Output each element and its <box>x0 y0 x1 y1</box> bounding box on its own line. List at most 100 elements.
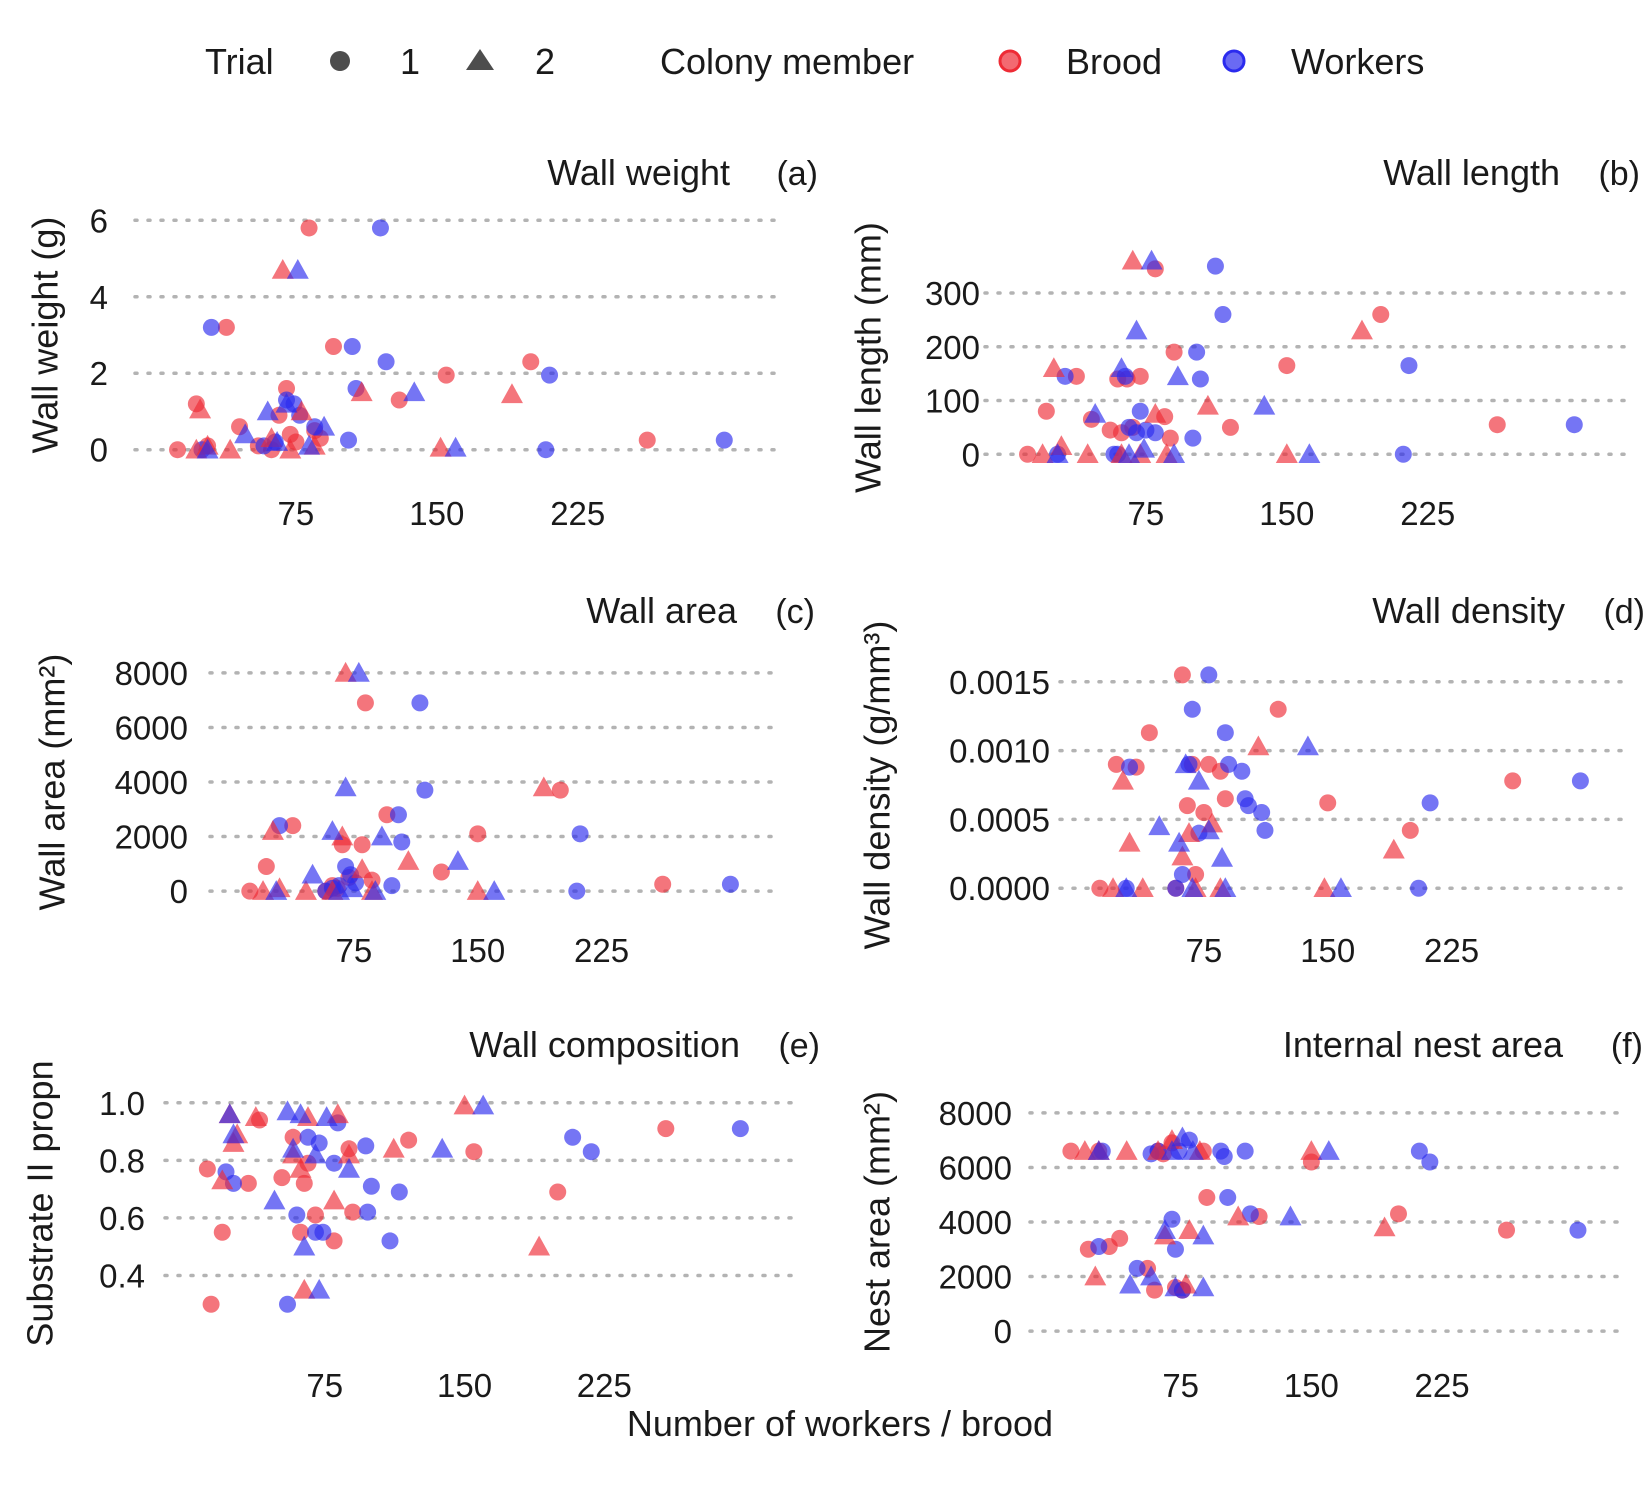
y-axis-label: Substrate II propn <box>20 1060 61 1346</box>
x-tick-label: 75 <box>336 932 373 969</box>
point-workers-trial-1 <box>390 1183 408 1201</box>
y-tick-label: 8000 <box>115 655 188 692</box>
point-workers-trial-2 <box>1197 819 1220 840</box>
y-tick-label: 1.0 <box>99 1085 145 1122</box>
x-tick-label: 75 <box>278 495 315 532</box>
point-workers-trial-2 <box>308 1278 331 1299</box>
point-brood-trial-1 <box>295 1174 313 1192</box>
point-brood-trial-1 <box>437 366 455 384</box>
panel-tag: (a) <box>776 155 818 193</box>
point-brood-trial-2 <box>351 858 374 879</box>
point-workers-trial-1 <box>1220 755 1238 773</box>
point-workers-trial-1 <box>1184 429 1202 447</box>
point-brood-trial-1 <box>1161 429 1179 447</box>
point-workers-trial-2 <box>1192 1224 1215 1245</box>
point-brood-trial-2 <box>1350 319 1373 340</box>
point-workers-trial-2 <box>444 436 467 457</box>
point-brood-trial-2 <box>1227 1205 1250 1226</box>
point-workers-trial-2 <box>1211 846 1234 867</box>
point-workers-trial-2 <box>1163 443 1186 464</box>
point-workers-trial-1 <box>371 219 389 237</box>
point-brood-trial-2 <box>1115 1140 1138 1160</box>
point-workers-trial-1 <box>1183 700 1201 718</box>
legend: Trial 1 2 Colony member Brood Workers <box>205 41 1424 82</box>
point-workers-trial-2 <box>1140 249 1163 270</box>
point-workers-trial-2 <box>370 825 393 846</box>
point-brood-trial-1 <box>213 1223 231 1241</box>
point-workers-trial-1 <box>1241 1205 1259 1223</box>
point-workers-trial-1 <box>1394 445 1412 463</box>
point-workers-trial-1 <box>389 806 407 824</box>
point-workers-trial-1 <box>1206 257 1224 275</box>
point-brood-trial-1 <box>217 318 235 336</box>
legend-brood-marker <box>998 49 1022 73</box>
point-brood-trial-1 <box>324 337 342 355</box>
point-workers-trial-1 <box>393 833 411 851</box>
point-workers-trial-1 <box>288 1206 306 1224</box>
y-tick-label: 300 <box>925 275 980 312</box>
point-workers-trial-1 <box>1191 370 1209 388</box>
point-workers-trial-1 <box>381 1232 399 1250</box>
point-workers-trial-1 <box>1569 1221 1587 1239</box>
y-axis-label: Wall length (mm) <box>848 222 889 493</box>
x-tick-label: 225 <box>1415 1367 1470 1404</box>
y-axis-label: Wall weight (g) <box>25 217 66 454</box>
y-tick-label: 0.0010 <box>949 733 1050 770</box>
y-tick-label: 0 <box>994 1313 1012 1350</box>
x-tick-label: 225 <box>574 932 629 969</box>
point-brood-trial-1 <box>1037 402 1055 420</box>
point-brood-trial-2 <box>293 1278 316 1299</box>
point-workers-trial-2 <box>234 423 257 444</box>
legend-triangle-marker <box>466 49 494 70</box>
y-tick-label: 200 <box>925 329 980 366</box>
point-brood-trial-1 <box>469 825 487 843</box>
point-workers-trial-2 <box>1317 1140 1340 1160</box>
x-tick-label: 150 <box>450 932 505 969</box>
point-brood-trial-1 <box>198 1160 216 1178</box>
point-workers-trial-1 <box>383 877 401 895</box>
y-tick-label: 2000 <box>115 819 188 856</box>
point-workers-trial-2 <box>289 1103 312 1124</box>
point-workers-trial-2 <box>1140 1265 1163 1286</box>
point-brood-trial-2 <box>1147 1140 1170 1160</box>
point-brood-trial-1 <box>1389 1205 1407 1223</box>
y-tick-label: 2 <box>90 355 108 392</box>
point-brood-trial-2 <box>528 1235 551 1256</box>
point-brood-trial-2 <box>271 259 294 279</box>
point-workers-trial-2 <box>1125 319 1148 340</box>
point-workers-trial-2 <box>1298 443 1321 464</box>
point-workers-trial-1 <box>1256 821 1274 839</box>
point-workers-trial-1 <box>325 1154 343 1172</box>
legend-workers-marker <box>1222 49 1246 73</box>
point-brood-trial-1 <box>1221 418 1239 436</box>
point-workers-trial-2 <box>446 850 469 870</box>
point-workers-trial-1 <box>1121 758 1139 776</box>
point-brood-trial-2 <box>219 438 242 459</box>
x-tick-label: 150 <box>1284 1367 1339 1404</box>
point-brood-trial-2 <box>1131 877 1154 898</box>
point-brood-trial-1 <box>1319 794 1337 812</box>
point-brood-trial-1 <box>292 1223 310 1241</box>
point-workers-trial-2 <box>321 820 344 840</box>
point-brood-trial-2 <box>211 1169 234 1190</box>
point-workers-trial-1 <box>202 318 220 336</box>
legend-trial-title: Trial <box>205 41 274 82</box>
y-tick-label: 0.0005 <box>949 801 1050 838</box>
point-brood-trial-2 <box>1247 735 1270 756</box>
x-tick-label: 75 <box>1128 495 1165 532</box>
point-workers-trial-1 <box>1214 306 1232 323</box>
point-brood-trial-2 <box>397 850 420 870</box>
point-brood-trial-1 <box>1498 1221 1516 1239</box>
point-brood-trial-2 <box>1121 249 1144 270</box>
point-workers-trial-2 <box>304 1143 327 1164</box>
panel-f: 0 2000 4000 6000 8000 75 150 225 Internal nest a… <box>857 1024 1644 1404</box>
point-brood-trial-2 <box>331 825 354 846</box>
point-workers-trial-1 <box>1233 762 1251 780</box>
point-brood-trial-1 <box>356 694 374 712</box>
shared-x-axis-label: Number of workers / brood <box>627 1403 1053 1444</box>
y-tick-label: 0.0015 <box>949 664 1050 701</box>
point-workers-trial-2 <box>1084 402 1107 423</box>
point-workers-trial-2 <box>1148 815 1171 836</box>
point-workers-trial-1 <box>731 1120 749 1138</box>
point-workers-trial-1 <box>1421 794 1439 812</box>
